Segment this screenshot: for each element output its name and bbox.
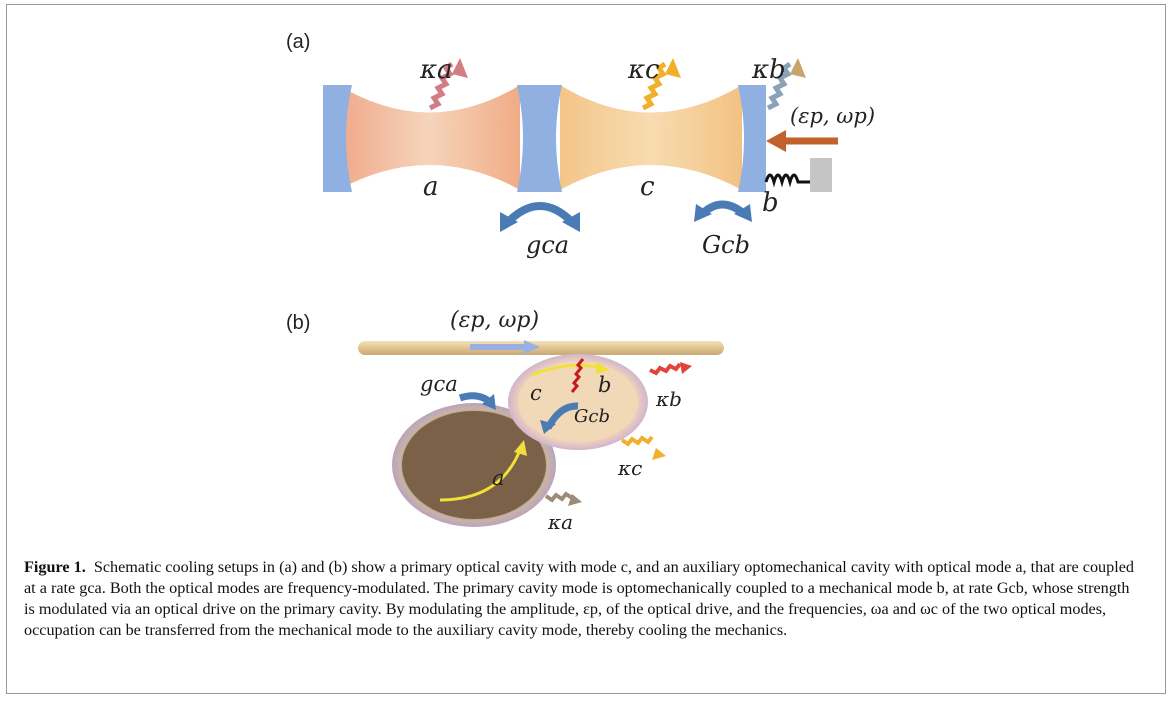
mode-b-label: b xyxy=(762,188,779,218)
caption-text: Schematic cooling setups in (a) and (b) … xyxy=(24,558,1135,639)
kappa-c-wave-icon xyxy=(641,61,667,111)
phonon-wave-icon xyxy=(570,358,585,393)
mode-c-label: c xyxy=(640,172,655,202)
right-mirror xyxy=(738,85,766,192)
ring-kappa-b-label: κb xyxy=(656,387,682,411)
kappa-b-label: κb xyxy=(752,55,786,85)
waveguide-drive-label: (εp, ωp) xyxy=(450,308,540,333)
G-cb-ring-arrowhead xyxy=(540,420,556,434)
kappa-c-arrowhead xyxy=(665,58,681,78)
mode-c-beam xyxy=(560,85,742,190)
mode-a-beam xyxy=(338,85,520,190)
ring-a-inner xyxy=(402,411,546,519)
kappa-a-wave-icon xyxy=(428,61,454,111)
waveguide xyxy=(358,341,724,355)
ring-kappa-a-label: κa xyxy=(548,510,574,534)
panel-b-label: (b) xyxy=(286,312,311,334)
g-ca-arrowhead-left xyxy=(500,212,518,232)
ring-mode-b-label: b xyxy=(598,373,612,397)
ring-G-cb-label: Gcb xyxy=(574,406,610,427)
wall xyxy=(810,158,832,192)
drive-label: (εp, ωp) xyxy=(790,104,876,128)
ring-kappa-c-label: κc xyxy=(618,456,643,480)
kappa-c-label: κc xyxy=(628,55,660,85)
kappa-c-ring-arrowhead xyxy=(652,448,666,460)
middle-mirror xyxy=(517,85,562,192)
ring-c-light-arrowhead xyxy=(596,362,610,374)
figure-frame xyxy=(6,4,1166,694)
g-ca-ring-arrowhead xyxy=(482,394,496,410)
kappa-b-wave-icon xyxy=(766,61,792,111)
g-ca-arrowhead-right xyxy=(562,212,580,232)
G-cb-arrowhead-left xyxy=(694,204,712,222)
kappa-a-label: κa xyxy=(420,55,453,85)
kappa-b-arrowhead xyxy=(790,58,806,78)
kappa-a-arrowhead xyxy=(452,58,468,78)
ring-g-ca-label: gca xyxy=(420,372,458,396)
ring-mode-a-label: a xyxy=(492,466,505,490)
panel-a-label: (a) xyxy=(286,31,311,53)
left-mirror xyxy=(323,85,352,192)
g-ca-curved-arrow xyxy=(505,202,575,225)
spring-icon xyxy=(764,173,810,188)
waveguide-drive-arrowhead xyxy=(524,340,540,354)
G-cb-arrowhead-right xyxy=(734,204,752,222)
kappa-a-ring-arrowhead xyxy=(568,494,582,506)
kappa-a-ring-wave-icon xyxy=(544,491,574,503)
kappa-b-ring-arrowhead xyxy=(680,362,692,374)
ring-a-light xyxy=(439,449,522,502)
figure-caption: Figure 1. Schematic cooling setups in (a… xyxy=(24,557,1144,641)
mode-a-label: a xyxy=(423,172,439,202)
kappa-b-ring-wave-icon xyxy=(649,362,682,376)
g-ca-ring-arrow xyxy=(458,392,493,405)
ring-mode-c-label: c xyxy=(530,381,542,405)
G-cb-label: Gcb xyxy=(702,231,750,259)
ring-a-light-arrowhead xyxy=(514,440,527,456)
caption-lead: Figure 1. xyxy=(24,558,86,576)
g-ca-label: gca xyxy=(526,231,570,259)
drive-arrow-head xyxy=(766,130,786,152)
kappa-c-ring-wave-icon xyxy=(620,435,654,447)
